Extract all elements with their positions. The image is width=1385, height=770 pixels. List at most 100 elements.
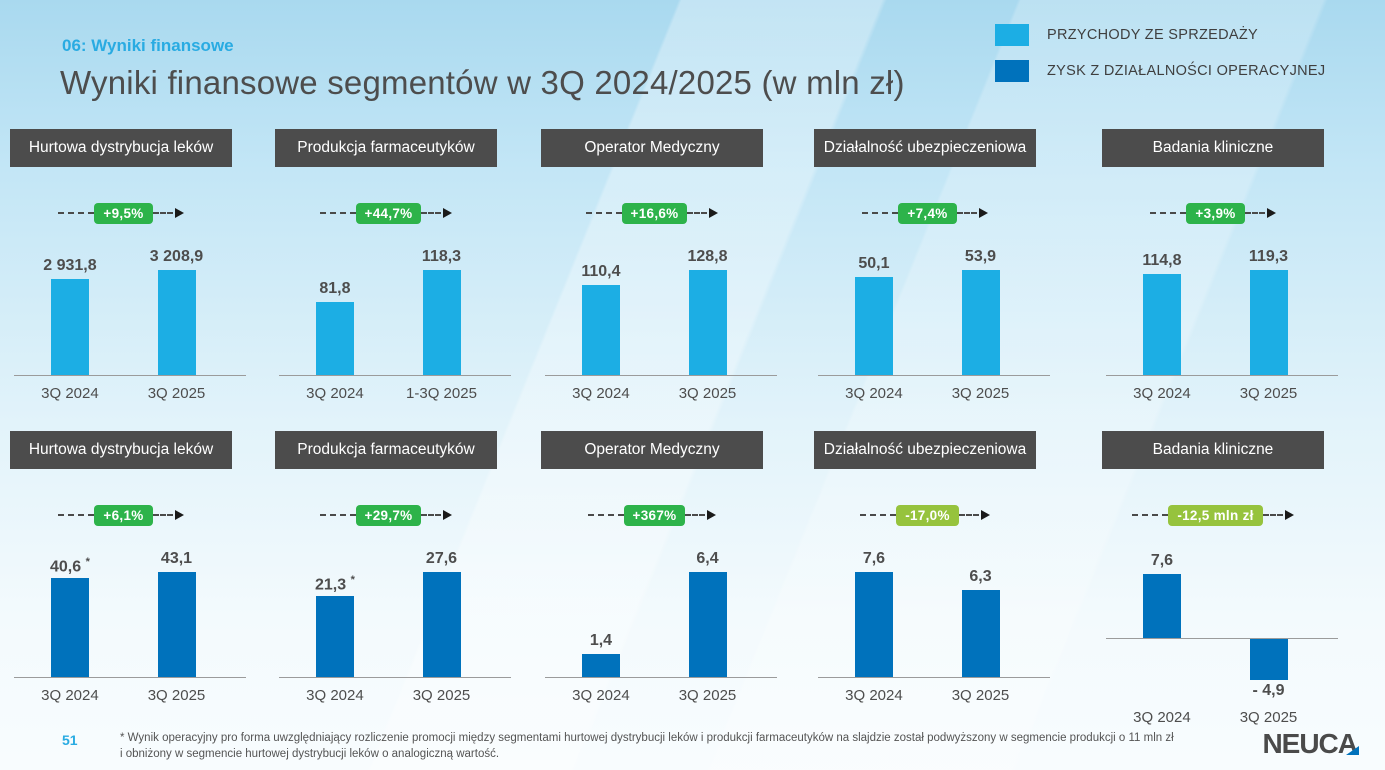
change-badge: +3,9% bbox=[1186, 202, 1245, 224]
change-badge: +367% bbox=[623, 504, 686, 526]
bar bbox=[961, 270, 1000, 375]
segment-header: Działalność ubezpieczeniowa bbox=[814, 129, 1036, 167]
value-text: 43,1 bbox=[160, 550, 193, 567]
bar bbox=[854, 572, 893, 677]
page-number: 51 bbox=[62, 732, 78, 748]
category-label: 3Q 2025 bbox=[1239, 385, 1298, 402]
bar-cell: 7,6 3Q 2024 bbox=[1106, 537, 1217, 726]
value-label: 21,3 * bbox=[279, 574, 390, 594]
bar bbox=[422, 572, 461, 677]
value-text: 128,8 bbox=[687, 248, 728, 265]
arrow-right-icon bbox=[1266, 208, 1276, 218]
logo-text: NEUCA bbox=[1262, 728, 1358, 759]
x-axis-line bbox=[279, 375, 511, 376]
segment-panel: Produkcja farmaceutyków +44,7% 81,8 3Q 2024… bbox=[275, 129, 511, 413]
category-label: 3Q 2024 bbox=[845, 687, 903, 704]
bar-cell: 1,4 3Q 2024 bbox=[545, 537, 656, 715]
dashed-line bbox=[685, 514, 706, 516]
bar-cell: 3 208,9 3Q 2025 bbox=[121, 235, 232, 413]
bar-cell: 27,6 3Q 2025 bbox=[386, 537, 497, 715]
category-label: 3Q 2025 bbox=[147, 385, 206, 402]
dashed-line bbox=[1132, 514, 1169, 516]
value-label: 6,4 bbox=[652, 550, 763, 568]
segment-header: Hurtowa dystrybucja leków bbox=[10, 431, 232, 469]
value-label: 6,3 bbox=[925, 568, 1036, 586]
change-badge: +9,5% bbox=[94, 202, 153, 224]
value-text: - 4,9 bbox=[1252, 682, 1285, 699]
value-text: 50,1 bbox=[858, 255, 890, 272]
value-label: 128,8 bbox=[652, 248, 763, 266]
dashed-line bbox=[958, 514, 979, 516]
change-indicator: -12,5 mln zł bbox=[1102, 503, 1324, 527]
value-label: 3 208,9 bbox=[121, 248, 232, 266]
legend-item-revenue: PRZYCHODY ZE SPRZEDAŻY bbox=[995, 24, 1355, 46]
value-text: 81,8 bbox=[319, 280, 351, 297]
bar-chart: 110,4 3Q 2024 128,8 3Q 2025 bbox=[541, 235, 777, 413]
value-label: 50,1 bbox=[818, 255, 929, 273]
value-label: 27,6 bbox=[386, 550, 497, 568]
bar bbox=[1249, 639, 1288, 680]
arrow-right-icon bbox=[980, 510, 990, 520]
dashed-line bbox=[58, 514, 95, 516]
change-indicator: +3,9% bbox=[1102, 201, 1324, 225]
dashed-line bbox=[1244, 212, 1265, 214]
footnote-line-2: i obniżony w segmencie hurtowej dystrybu… bbox=[120, 748, 500, 761]
dashed-line bbox=[956, 212, 977, 214]
value-label: 114,8 bbox=[1106, 252, 1217, 270]
value-label: 40,6 * bbox=[14, 556, 125, 576]
page-title: Wyniki finansowe segmentów w 3Q 2024/202… bbox=[60, 64, 905, 101]
bar-cell: 53,9 3Q 2025 bbox=[925, 235, 1036, 413]
change-indicator: +16,6% bbox=[541, 201, 763, 225]
change-indicator: +367% bbox=[541, 503, 763, 527]
category-label: 3Q 2025 bbox=[951, 385, 1010, 402]
value-label: 118,3 bbox=[386, 248, 497, 266]
category-label: 3Q 2024 bbox=[306, 385, 364, 402]
value-text: 3 208,9 bbox=[149, 248, 204, 265]
footer: 51 * Wynik operacyjny pro forma uwzględn… bbox=[0, 726, 1385, 770]
bar-cell: 118,3 1-3Q 2025 bbox=[386, 235, 497, 413]
value-text: 21,3 bbox=[315, 576, 347, 594]
segment-panel: Badania kliniczne +3,9% 114,8 3Q 2024 119,3 3… bbox=[1102, 129, 1338, 413]
change-badge: +6,1% bbox=[94, 504, 153, 526]
bar bbox=[1249, 270, 1288, 375]
bar-cell: 128,8 3Q 2025 bbox=[652, 235, 763, 413]
segment-panel: Produkcja farmaceutyków +29,7% 21,3 * 3Q 20… bbox=[275, 431, 511, 715]
bar-cell: 40,6 * 3Q 2024 bbox=[14, 537, 125, 715]
bar-cell: - 4,9 3Q 2025 bbox=[1213, 537, 1324, 726]
bar bbox=[1142, 274, 1181, 375]
segment-header: Produkcja farmaceutyków bbox=[275, 129, 497, 167]
value-text: 1,4 bbox=[589, 632, 613, 649]
bar-cell: 50,1 3Q 2024 bbox=[818, 235, 929, 413]
segment-panel: Działalność ubezpieczeniowa +7,4% 50,1 3Q 2… bbox=[814, 129, 1050, 413]
change-indicator: +29,7% bbox=[275, 503, 497, 527]
category-label: 3Q 2024 bbox=[41, 687, 99, 704]
value-label: 7,6 bbox=[818, 550, 929, 568]
value-text: 114,8 bbox=[1142, 252, 1182, 269]
bar bbox=[50, 578, 89, 677]
category-label: 3Q 2024 bbox=[572, 687, 630, 704]
x-axis-line bbox=[279, 677, 511, 678]
segment-panel: Badania kliniczne -12,5 mln zł 7,6 3Q 2024 -… bbox=[1102, 431, 1338, 726]
bar-cell: 110,4 3Q 2024 bbox=[545, 235, 656, 413]
bar-chart: 81,8 3Q 2024 118,3 1-3Q 2025 bbox=[275, 235, 511, 413]
footnote-star: * bbox=[350, 574, 355, 586]
dashed-line bbox=[862, 212, 899, 214]
value-text: 119,3 bbox=[1248, 248, 1289, 265]
bar-cell: 7,6 3Q 2024 bbox=[818, 537, 929, 715]
value-text: 53,9 bbox=[964, 248, 997, 265]
profit-swatch-icon bbox=[995, 60, 1029, 82]
segment-header: Badania kliniczne bbox=[1102, 431, 1324, 469]
dashed-line bbox=[152, 514, 173, 516]
value-text: 6,3 bbox=[969, 568, 992, 585]
bar bbox=[581, 654, 620, 677]
arrow-right-icon bbox=[1284, 510, 1294, 520]
bar-cell: 119,3 3Q 2025 bbox=[1213, 235, 1324, 413]
x-axis-line bbox=[1106, 638, 1338, 639]
footnote: * Wynik operacyjny pro forma uwzględniaj… bbox=[120, 730, 1210, 762]
x-axis-line bbox=[14, 375, 246, 376]
change-badge: +16,6% bbox=[621, 202, 688, 224]
legend-label: ZYSK Z DZIAŁALNOŚCI OPERACYJNEJ bbox=[1047, 63, 1326, 79]
value-text: 27,6 bbox=[425, 550, 458, 567]
change-badge: -12,5 mln zł bbox=[1168, 504, 1263, 526]
